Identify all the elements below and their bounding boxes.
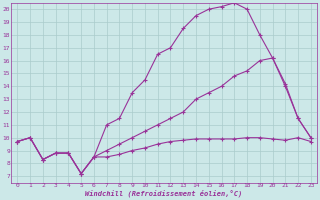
X-axis label: Windchill (Refroidissement éolien,°C): Windchill (Refroidissement éolien,°C) — [85, 190, 243, 197]
